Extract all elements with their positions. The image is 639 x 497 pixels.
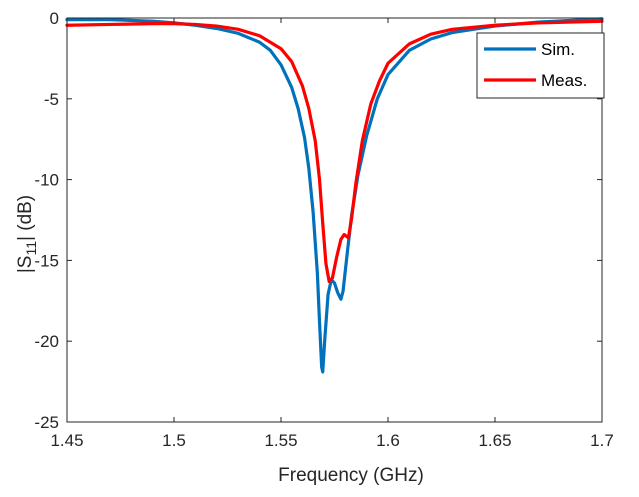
- x-tick-label: 1.6: [376, 431, 400, 450]
- x-tick-label: 1.7: [590, 431, 614, 450]
- series-layer: [65, 17, 604, 374]
- y-axis-label-tail: | (dB): [15, 195, 36, 241]
- x-tick-label: 1.5: [162, 431, 186, 450]
- x-tick-label: 1.45: [50, 431, 83, 450]
- y-tick-label: -5: [44, 90, 59, 109]
- plot-area-frame: [66, 17, 603, 423]
- y-tick-label: -20: [34, 332, 59, 351]
- x-axis-label: Frequency (GHz): [278, 465, 424, 486]
- x-tick-label: 1.65: [478, 431, 511, 450]
- y-tick-label: -15: [34, 251, 59, 270]
- ticks-layer: [66, 17, 603, 423]
- y-tick-label: 0: [50, 9, 59, 28]
- y-axis-label-subscript: 11: [23, 241, 39, 256]
- y-tick-label: -10: [34, 171, 59, 190]
- series-line-sim: [65, 17, 604, 374]
- y-tick-labels: 0 -5 -10 -15 -20 -25: [34, 9, 59, 432]
- x-tick-label: 1.55: [264, 431, 297, 450]
- y-axis-label-main: |S: [15, 256, 36, 274]
- legend-label-sim: Sim.: [541, 40, 575, 59]
- legend: Sim. Meas.: [476, 32, 605, 99]
- legend-label-meas: Meas.: [541, 71, 587, 90]
- series-line-meas: [65, 19, 604, 284]
- y-tick-label: -25: [34, 413, 59, 432]
- y-axis-label: |S11| (dB): [15, 195, 39, 273]
- x-tick-labels: 1.45 1.5 1.55 1.6 1.65 1.7: [50, 431, 613, 450]
- legend-box: [476, 32, 605, 99]
